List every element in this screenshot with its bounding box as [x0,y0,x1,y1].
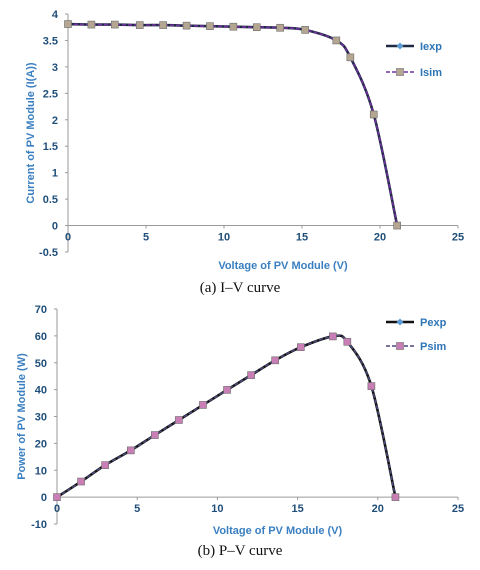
figure-caption: (a) I–V curve [200,280,281,296]
series-line [56,334,397,499]
data-point [206,22,214,30]
data-point [391,493,400,501]
y-tick-label: 1 [52,168,58,180]
y-tick-label: 20 [35,438,47,450]
y-tick-label: 0 [41,492,47,504]
data-point [297,343,305,351]
x-tick-label: 10 [218,232,230,244]
y-tick-label: 40 [35,385,47,397]
y-tick-label: 1.5 [43,141,58,153]
series-psim [53,332,400,501]
legend-label: Psim [420,341,447,353]
series-pexp [53,332,400,501]
data-point [64,20,72,28]
data-point [126,446,135,455]
y-tick-label: 3.5 [43,35,58,47]
legend-label: Iexp [420,41,442,53]
legend-label: Pexp [420,317,447,329]
data-point [87,20,96,29]
y-tick-label: 50 [35,358,47,370]
data-point [151,431,159,439]
y-tick-label: -0.5 [39,247,58,259]
data-point [111,20,119,29]
legend-marker [396,68,404,76]
data-point [329,332,337,341]
data-point [199,401,207,409]
data-point [77,477,85,486]
data-point [343,337,352,346]
y-tick-label: 0 [52,221,58,233]
legend-marker [396,42,404,50]
y-tick-label: 2.5 [43,88,58,100]
series-isim [64,20,401,230]
y-tick-label: 60 [35,331,47,343]
x-tick-label: 15 [291,503,303,515]
x-tick-label: 0 [65,232,71,244]
x-tick-label: 20 [374,232,386,244]
x-axis-title: Voltage of PV Module (V) [213,525,343,537]
x-tick-label: 15 [296,232,308,244]
data-point [175,416,183,424]
x-tick-label: 20 [372,503,384,515]
y-tick-label: 3 [52,62,58,74]
data-point [367,382,376,390]
x-tick-label: 10 [211,503,223,515]
data-point [252,23,261,32]
x-axis-title: Voltage of PV Module (V) [218,260,348,272]
figure-caption: (b) P–V curve [198,543,283,559]
y-tick-label: 2 [52,115,58,127]
data-point [393,221,401,230]
y-tick-label: 10 [35,465,47,477]
data-point [53,493,61,501]
chart-iv: -0.5 0 0.5 1 1.5 2 2.5 3 3.5 4 0 5 10 15 20 25 Voltage o… [25,9,464,296]
y-tick-label: 30 [35,412,47,424]
y-axis-title: Current of PV Module (I(A)) [25,62,37,203]
series-iexp [64,20,402,230]
legend-item-isim: Isim [386,67,442,79]
legend-label: Isim [420,67,442,79]
legend-item-pexp: Pexp [386,317,447,329]
x-tick-label: 0 [54,503,60,515]
x-tick-label: 5 [143,232,149,244]
legend-marker [396,318,404,326]
y-tick-label: 4 [52,9,59,21]
data-point [346,53,355,62]
data-point [229,22,238,31]
data-point [223,386,231,394]
data-point [135,21,144,29]
data-point [182,21,191,30]
x-tick-label: 25 [452,232,464,244]
y-axis-title: Power of PV Module (W) [16,353,28,480]
data-point [159,21,167,29]
data-point [301,26,309,34]
y-tick-label: 70 [35,304,47,316]
y-tick-label: 0.5 [43,194,58,206]
legend-marker [396,342,404,350]
chart-pv: -10 0 10 20 30 40 50 60 70 0 5 10 15 20 25 Voltage of P… [16,304,464,559]
x-tick-label: 5 [134,503,140,515]
x-tick-label: 25 [452,503,464,515]
data-point [332,36,341,45]
y-tick-label: -10 [31,519,47,531]
data-point [271,356,279,365]
legend-item-iexp: Iexp [386,41,442,53]
legend-item-psim: Psim [386,341,447,353]
series-line [67,23,398,226]
data-point [101,461,109,469]
series-line [56,334,397,498]
data-point [276,23,284,32]
data-point [369,110,378,119]
data-point [247,371,255,379]
